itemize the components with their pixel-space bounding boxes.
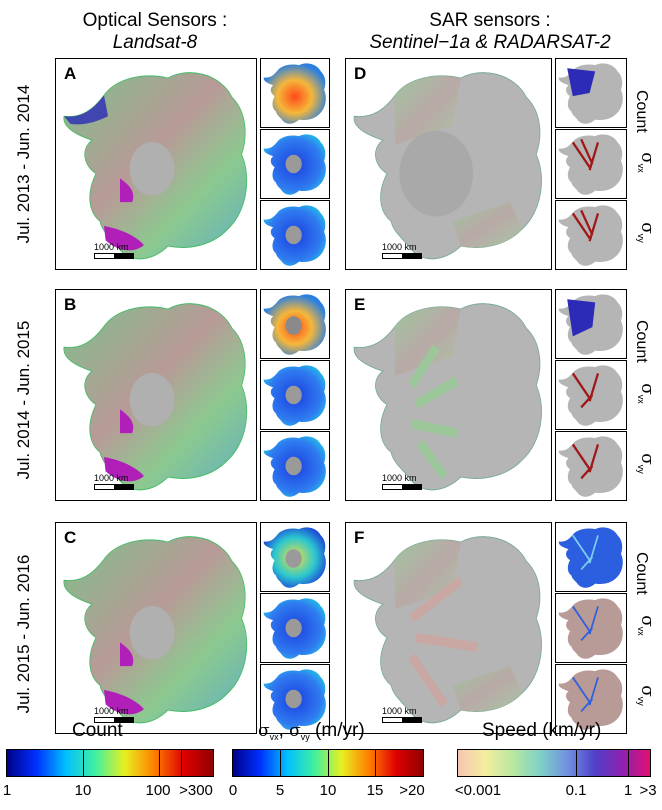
scale-bar: 1000 km xyxy=(382,242,422,259)
scale-bar: 1000 km xyxy=(94,242,134,259)
sigma-tick: 15 xyxy=(366,782,384,799)
row-label-2015: Jul. 2015 - Jun. 2016 xyxy=(14,554,33,714)
sigma-tick: 0 xyxy=(228,782,238,799)
count-map-e xyxy=(555,289,627,359)
optical-title: Optical Sensors : xyxy=(82,10,228,31)
count-tick: 10 xyxy=(74,782,92,799)
panel-letter-b: B xyxy=(64,295,77,314)
sigma-y-map-a xyxy=(260,200,330,270)
scale-bar: 1000 km xyxy=(382,706,422,723)
sigma-colorbar-title: σvx, σvy (m/yr) xyxy=(258,720,365,742)
side-label-sigma-x: σvx xyxy=(635,615,657,636)
speed-tick: 0.1 xyxy=(565,782,587,799)
speed-tick: 1 xyxy=(623,782,633,799)
sigma-x-map-e xyxy=(555,360,627,430)
side-label-count: Count xyxy=(633,320,650,363)
map-panel-c: C 1000 km xyxy=(55,522,257,734)
count-tick: 1 xyxy=(2,782,12,799)
side-label-sigma-x: σvx xyxy=(635,152,657,173)
sigma-y-map-e xyxy=(555,431,627,501)
sigma-x-map-a xyxy=(260,129,330,199)
sigma-x-map-f xyxy=(555,593,627,663)
scale-bar: 1000 km xyxy=(382,473,422,490)
sar-column-header: SAR sensors : Sentinel−1a & RADARSAT-2 xyxy=(345,10,635,54)
count-colorbar xyxy=(6,749,214,777)
sigma-x-map-c xyxy=(260,593,330,663)
panel-letter-c: C xyxy=(64,528,77,547)
speed-colorbar-title: Speed (km/yr) xyxy=(482,720,602,741)
side-label-sigma-x: σvx xyxy=(635,383,657,404)
side-label-sigma-y: σvy xyxy=(635,453,657,474)
speed-tick: >3 xyxy=(639,782,657,799)
sigma-x-map-b xyxy=(260,360,330,430)
sar-subtitle: Sentinel−1a & RADARSAT-2 xyxy=(369,32,611,53)
map-panel-d: D 1000 km xyxy=(345,58,552,270)
panel-letter-e: E xyxy=(354,295,366,314)
count-tick: >300 xyxy=(179,782,213,799)
side-label-count: Count xyxy=(633,90,650,133)
optical-column-header: Optical Sensors : Landsat-8 xyxy=(45,10,265,54)
map-panel-f: F 1000 km xyxy=(345,522,552,734)
sigma-y-map-d xyxy=(555,200,627,270)
count-colorbar-title: Count xyxy=(72,720,123,741)
sigma-colorbar xyxy=(232,749,424,777)
sar-title: SAR sensors : xyxy=(429,10,551,31)
panel-letter-d: D xyxy=(354,64,367,83)
scale-bar: 1000 km xyxy=(94,706,134,723)
side-label-sigma-y: σvy xyxy=(635,685,657,706)
sigma-y-map-f xyxy=(555,664,627,734)
sigma-y-map-b xyxy=(260,431,330,501)
map-panel-b: B 1000 km xyxy=(55,289,257,501)
side-label-sigma-y: σvy xyxy=(635,222,657,243)
count-map-f xyxy=(555,522,627,592)
panel-letter-f: F xyxy=(354,528,365,547)
sigma-y-map-c xyxy=(260,664,330,734)
sigma-tick: 5 xyxy=(275,782,285,799)
scale-bar: 1000 km xyxy=(94,473,134,490)
side-label-count: Count xyxy=(633,552,650,595)
speed-colorbar xyxy=(457,749,651,777)
speed-tick: <0.001 xyxy=(454,782,502,799)
panel-letter-a: A xyxy=(64,64,77,83)
sigma-x-map-d xyxy=(555,129,627,199)
row-label-2014: Jul. 2014 - Jun. 2015 xyxy=(14,320,33,480)
count-tick: 100 xyxy=(145,782,171,799)
count-map-c xyxy=(260,522,330,592)
optical-subtitle: Landsat-8 xyxy=(112,32,198,53)
map-panel-a: A 1000 km xyxy=(55,58,257,270)
map-panel-e: E 1000 km xyxy=(345,289,552,501)
count-map-a xyxy=(260,58,330,128)
count-map-d xyxy=(555,58,627,128)
sigma-tick: >20 xyxy=(399,782,425,799)
count-map-b xyxy=(260,289,330,359)
row-label-2013: Jul. 2013 - Jun. 2014 xyxy=(14,84,33,244)
sigma-tick: 10 xyxy=(319,782,337,799)
